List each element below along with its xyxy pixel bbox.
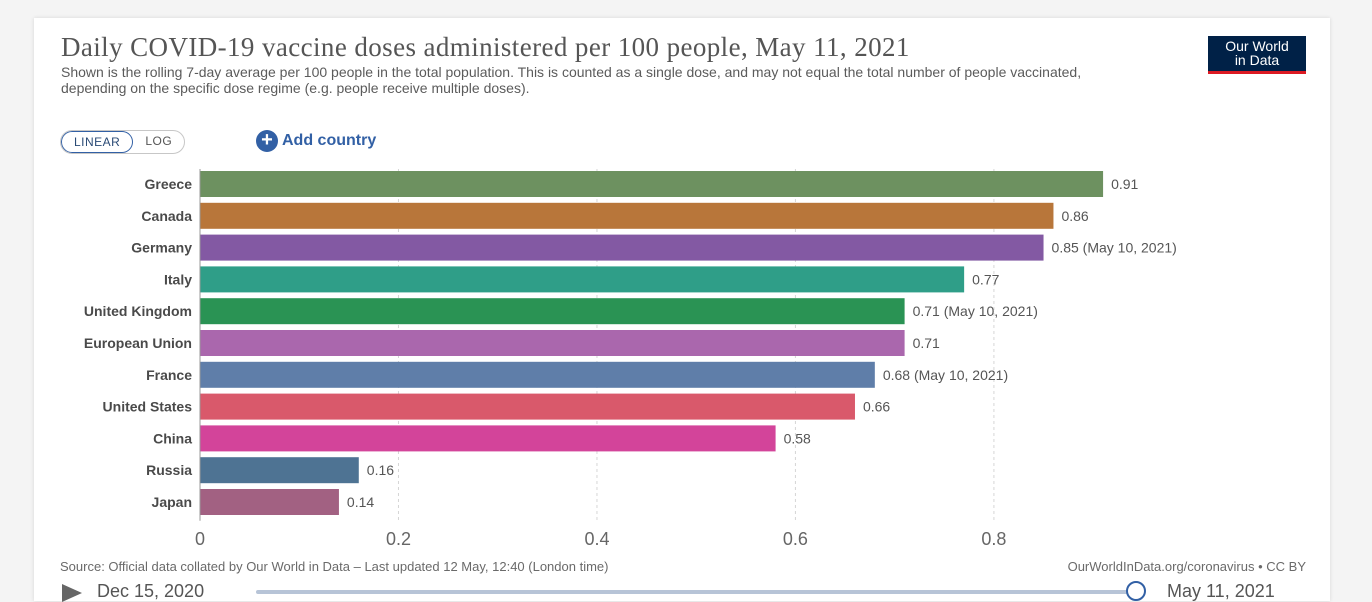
- owid-logo[interactable]: Our World in Data: [1208, 36, 1306, 74]
- x-tick-label: 0.8: [981, 529, 1006, 548]
- x-tick-label: 0.6: [783, 529, 808, 548]
- source-note: Source: Official data collated by Our Wo…: [60, 559, 609, 574]
- bar: [200, 361, 875, 388]
- value-label: 0.68 (May 10, 2021): [883, 367, 1008, 383]
- category-label: France: [146, 367, 192, 383]
- bar: [200, 202, 1054, 229]
- value-label: 0.85 (May 10, 2021): [1052, 240, 1177, 256]
- play-icon[interactable]: [62, 584, 82, 602]
- value-label: 0.58: [784, 430, 811, 446]
- x-tick-label: 0: [195, 529, 205, 548]
- value-label: 0.91: [1111, 176, 1138, 192]
- category-label: Russia: [146, 462, 192, 478]
- add-country-label: Add country: [282, 132, 377, 149]
- bar: [200, 425, 776, 452]
- timeline-handle[interactable]: [1126, 581, 1146, 601]
- category-label: China: [153, 430, 192, 446]
- log-scale-button[interactable]: LOG: [145, 134, 173, 148]
- value-label: 0.16: [367, 462, 394, 478]
- value-label: 0.14: [347, 494, 374, 510]
- chart-card: Daily COVID-19 vaccine doses administere…: [34, 18, 1330, 602]
- bar: [200, 457, 359, 484]
- bar: [200, 266, 965, 293]
- category-label: Greece: [145, 176, 193, 192]
- category-label: United States: [103, 399, 193, 415]
- logo-line-1: Our World: [1225, 38, 1289, 54]
- value-label: 0.66: [863, 399, 890, 415]
- value-label: 0.77: [972, 271, 999, 287]
- plus-circle-icon: +: [256, 130, 278, 152]
- timeline: Dec 15, 2020 May 11, 2021: [60, 580, 1310, 602]
- category-label: European Union: [84, 335, 192, 351]
- bar: [200, 489, 339, 515]
- timeline-track[interactable]: [256, 590, 1138, 594]
- category-label: Germany: [131, 240, 192, 256]
- category-label: Japan: [152, 494, 192, 510]
- add-country-button[interactable]: + Add country: [256, 130, 376, 152]
- timeline-start-date: Dec 15, 2020: [97, 581, 205, 601]
- x-tick-label: 0.4: [584, 529, 609, 548]
- bar: [200, 393, 855, 420]
- timeline-end-date: May 11, 2021: [1167, 581, 1275, 601]
- category-label: Canada: [141, 208, 192, 224]
- logo-line-2: in Data: [1234, 52, 1280, 68]
- bar: [200, 234, 1044, 261]
- category-label: Italy: [164, 271, 192, 287]
- linear-scale-button[interactable]: LINEAR: [61, 131, 134, 153]
- credit-link[interactable]: OurWorldInData.org/coronavirus • CC BY: [1067, 559, 1306, 574]
- category-label: United Kingdom: [84, 303, 192, 319]
- bar: [200, 171, 1104, 197]
- chart-subtitle: Shown is the rolling 7-day average per 1…: [61, 64, 1082, 96]
- bar-chart: Greece 0.91 Canada 0.86 Germany 0.85 (May 10,…: [84, 169, 1177, 548]
- bar: [200, 330, 905, 356]
- value-label: 0.71: [913, 335, 940, 351]
- value-label: 0.86: [1061, 208, 1088, 224]
- chart-title: Daily COVID-19 vaccine doses administere…: [61, 32, 910, 62]
- x-tick-label: 0.2: [386, 529, 411, 548]
- bar: [200, 298, 905, 325]
- scale-toggle: LINEAR LOG: [60, 130, 186, 154]
- value-label: 0.71 (May 10, 2021): [913, 303, 1038, 319]
